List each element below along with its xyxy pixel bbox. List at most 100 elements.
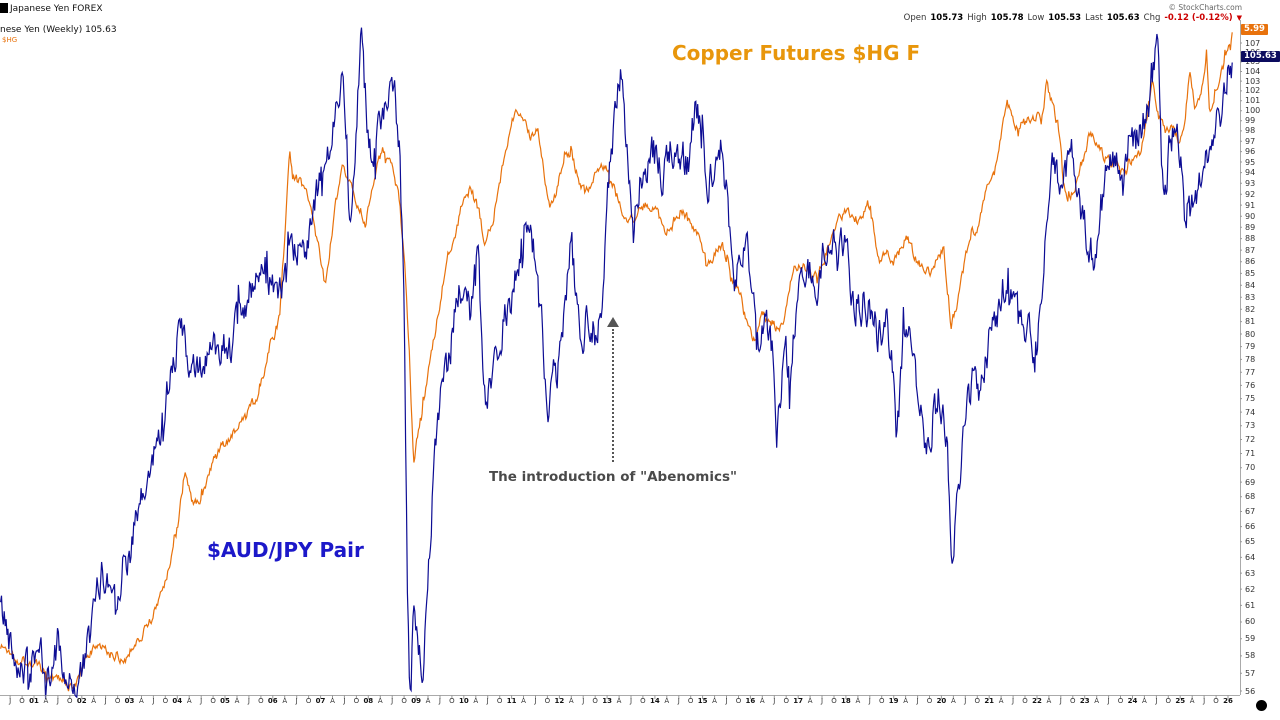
- x-axis-year-label: 08: [363, 697, 374, 705]
- x-axis-month-label: O: [640, 697, 646, 705]
- y-axis-label: 63: [1245, 568, 1256, 578]
- last-value: 105.63: [1106, 13, 1140, 23]
- x-axis-year-label: 25: [1175, 697, 1186, 705]
- x-axis-month-label: O: [19, 697, 25, 705]
- price-chart-plot: [0, 20, 1242, 700]
- x-axis-month-label: O: [1070, 697, 1076, 705]
- y-axis-label: 88: [1245, 234, 1256, 244]
- cursor-dot: [1256, 700, 1267, 711]
- y-axis-label: 62: [1245, 584, 1256, 594]
- y-axis-label: 98: [1245, 126, 1256, 136]
- y-axis-label: 73: [1245, 421, 1256, 431]
- x-axis-month-label: O: [210, 697, 216, 705]
- y-axis-label: 59: [1245, 634, 1256, 644]
- x-axis-month-label: A: [91, 697, 97, 705]
- x-axis-month-label: J: [773, 697, 776, 705]
- x-axis-month-label: O: [783, 697, 789, 705]
- chart-legend-series: nese Yen (Weekly) 105.63: [0, 25, 117, 35]
- y-axis-label: 86: [1245, 257, 1256, 267]
- y-axis-label: 99: [1245, 116, 1256, 126]
- x-axis-month-label: O: [449, 697, 455, 705]
- x-axis-month-label: J: [820, 697, 824, 705]
- y-axis-label: 92: [1245, 189, 1256, 199]
- y-axis-label: 74: [1245, 407, 1256, 417]
- x-axis-month-label: O: [162, 697, 169, 705]
- low-value: 105.53: [1048, 13, 1082, 23]
- y-axis-label: 95: [1245, 157, 1256, 167]
- x-axis-month-label: J: [9, 697, 12, 705]
- x-axis-month-label: J: [868, 697, 871, 705]
- y-axis-label: 101: [1245, 96, 1261, 106]
- x-axis-month-label: A: [1189, 697, 1195, 705]
- y-axis-label: 97: [1245, 136, 1256, 146]
- annotation-arrow-icon: [607, 317, 619, 327]
- x-axis-month-label: J: [104, 697, 107, 705]
- x-axis-month-label: A: [664, 697, 670, 705]
- x-axis-month-label: A: [712, 697, 717, 705]
- last-label: Last: [1085, 13, 1103, 23]
- y-axis-label: 83: [1245, 292, 1256, 302]
- y-axis-label: 76: [1245, 380, 1256, 390]
- y-axis-label: 66: [1245, 522, 1256, 532]
- x-axis-month-label: J: [1059, 697, 1062, 705]
- x-axis-month-label: J: [916, 697, 919, 705]
- y-axis-label: 79: [1245, 342, 1256, 352]
- y-axis-label: 64: [1245, 552, 1256, 562]
- y-axis-label: 82: [1245, 304, 1256, 314]
- chg-down-arrow-icon: ▼: [1236, 14, 1242, 22]
- x-axis-month-label: O: [831, 697, 837, 705]
- x-axis-month-label: J: [1012, 697, 1015, 705]
- x-axis-month-label: J: [56, 697, 59, 705]
- axis-frame: [0, 20, 1241, 696]
- x-axis-month-label: A: [855, 697, 861, 705]
- chart-legend-symbol: Japanese Yen FOREX: [10, 4, 103, 14]
- x-axis-month-label: A: [759, 697, 765, 705]
- x-axis-year-label: 14: [650, 697, 660, 705]
- x-axis-year-label: 22: [1032, 697, 1042, 705]
- copper-series-title: Copper Futures $HG F: [672, 41, 921, 65]
- y-axis-label: 56: [1245, 686, 1256, 696]
- x-axis-year-label: 09: [411, 697, 421, 705]
- y-axis: 1071061051041031021011009998979695949392…: [1243, 0, 1280, 712]
- y-axis-label: 94: [1245, 168, 1256, 178]
- x-axis-year-label: 26: [1223, 697, 1233, 705]
- y-axis-label: 60: [1245, 617, 1256, 627]
- y-axis-label: 87: [1245, 245, 1256, 255]
- stockcharts-copyright: © StockCharts.com: [1168, 3, 1242, 12]
- x-axis-month-label: A: [807, 697, 813, 705]
- y-axis-label: 93: [1245, 178, 1256, 188]
- audjpy-line: [0, 27, 1233, 700]
- x-axis-month-label: O: [878, 697, 885, 705]
- y-axis-label: 103: [1245, 76, 1261, 86]
- x-axis-month-label: J: [438, 697, 441, 705]
- y-axis-label: 84: [1245, 280, 1256, 290]
- x-axis-month-label: O: [926, 697, 933, 705]
- x-axis-month-label: J: [391, 697, 394, 705]
- y-axis-label: 78: [1245, 354, 1256, 364]
- y-axis-label: 81: [1245, 317, 1256, 327]
- x-axis-month-label: J: [486, 697, 489, 705]
- open-value: 105.73: [930, 13, 964, 23]
- x-axis-month-label: O: [258, 697, 264, 705]
- audjpy-series-title: $AUD/JPY Pair: [207, 538, 364, 562]
- y-axis-label: 61: [1245, 600, 1256, 610]
- x-axis-month-label: O: [1117, 697, 1124, 705]
- y-axis-label: 68: [1245, 492, 1256, 502]
- x-axis-year-label: 19: [888, 697, 899, 705]
- y-axis-label: 107: [1245, 38, 1261, 48]
- x-axis-month-label: J: [152, 697, 155, 705]
- x-axis-month-label: O: [735, 697, 742, 705]
- y-axis-label: 91: [1245, 200, 1256, 210]
- x-axis-year-label: 01: [29, 697, 39, 705]
- y-axis-label: 89: [1245, 222, 1256, 232]
- x-axis-month-label: J: [534, 697, 537, 705]
- x-axis-month-label: A: [1142, 697, 1147, 705]
- x-axis-year-label: 23: [1079, 697, 1090, 705]
- y-axis-label: 67: [1245, 507, 1256, 516]
- x-axis-month-label: O: [67, 697, 73, 705]
- x-axis-year-label: 07: [315, 697, 326, 705]
- x-axis-month-label: A: [186, 697, 192, 705]
- open-label: Open: [903, 13, 927, 23]
- chg-value: -0.12 (-0.12%): [1164, 13, 1233, 23]
- x-axis-month-label: J: [295, 697, 298, 705]
